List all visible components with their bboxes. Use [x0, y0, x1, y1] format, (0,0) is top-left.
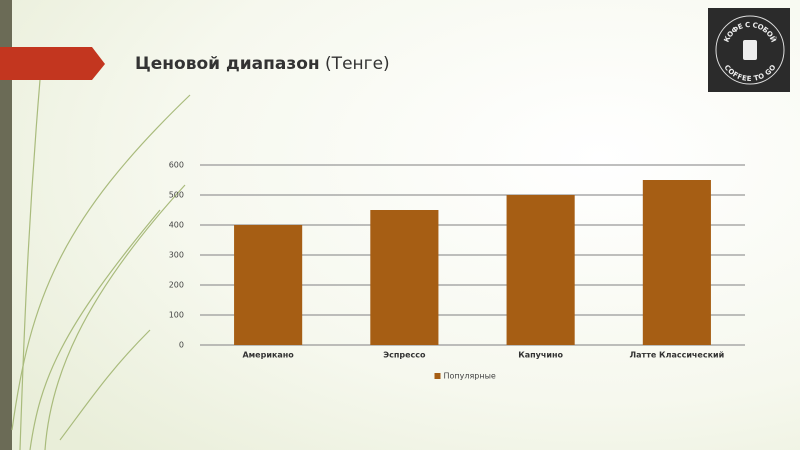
title-main: Ценовой диапазон — [135, 54, 320, 74]
slide-title: Ценовой диапазон (Тенге) — [135, 54, 390, 74]
title-sub: (Тенге) — [325, 54, 390, 74]
x-tick-label: Капучино — [518, 351, 563, 360]
legend-label: Популярные — [444, 372, 496, 381]
bar — [506, 195, 575, 345]
y-tick-label: 500 — [169, 191, 184, 200]
bar — [234, 225, 303, 345]
y-tick-label: 100 — [169, 311, 184, 320]
y-tick-label: 300 — [169, 251, 184, 260]
decor-lines — [11, 79, 191, 450]
y-tick-label: 200 — [169, 281, 184, 290]
y-tick-label: 400 — [169, 221, 184, 230]
y-tick-label: 600 — [169, 161, 184, 170]
logo-ring — [715, 15, 785, 85]
bar — [642, 180, 711, 345]
legend-swatch — [434, 373, 441, 379]
chart: 0 100 200 300 400 500 600 Американо Эспрессо Капу… — [169, 161, 745, 381]
side-strip — [0, 0, 12, 450]
bar — [370, 210, 439, 345]
x-tick-label: Американо — [242, 351, 294, 360]
title-banner — [0, 47, 105, 80]
x-tick-label: Латте Классический — [630, 351, 725, 360]
logo-cup — [743, 40, 757, 60]
x-tick-label: Эспрессо — [383, 351, 426, 360]
y-tick-label: 0 — [179, 341, 184, 350]
